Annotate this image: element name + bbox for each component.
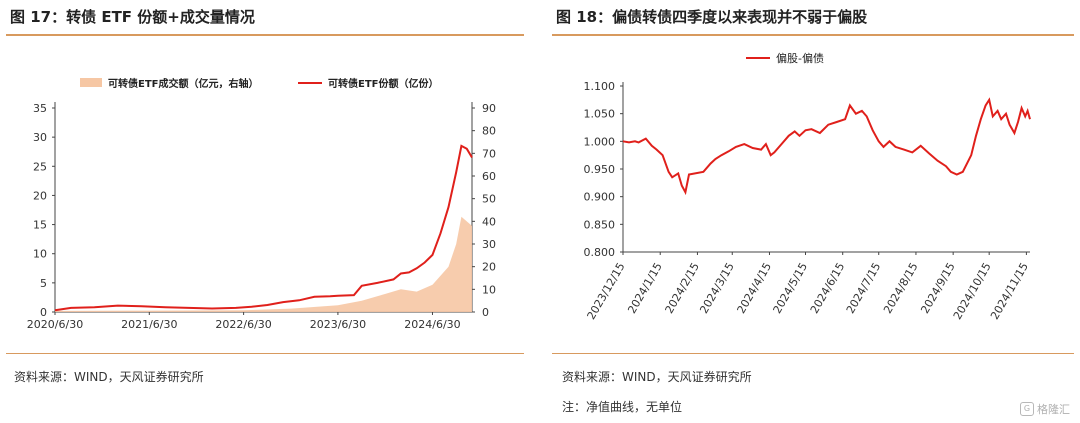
- x-tick-label: 2024/6/30: [404, 318, 460, 331]
- x-tick-label: 2021/6/30: [121, 318, 177, 331]
- x-tick-label: 2024/11/15: [988, 260, 1031, 321]
- y-left-tick-label: 25: [33, 160, 47, 173]
- y-right-tick-label: 50: [482, 193, 496, 206]
- left-chart: 可转债ETF成交额（亿元，右轴） 可转债ETF份额（亿份） 0 5 10 15 20 25 30…: [27, 77, 496, 331]
- x-tick-label: 2023/6/30: [310, 318, 366, 331]
- legend-label-volume: 可转债ETF成交额（亿元，右轴）: [108, 77, 258, 90]
- right-title-rule: [552, 34, 1074, 36]
- x-tick-label: 2024/6/15: [808, 260, 847, 315]
- right-note-text: 注：净值曲线，无单位: [562, 400, 683, 414]
- legend-label-shares: 可转债ETF份额（亿份）: [328, 77, 438, 90]
- x-tick-label: 2022/6/30: [215, 318, 271, 331]
- left-chart-title: 图 17：转债 ETF 份额+成交量情况: [10, 8, 255, 26]
- volume-area-series: [55, 216, 472, 312]
- gelonghui-logo-icon: G: [1020, 402, 1034, 416]
- nav-line-series: [622, 97, 1031, 196]
- y-left-tick-label: 35: [33, 102, 47, 115]
- x-tick-label: 2024/4/15: [735, 260, 774, 315]
- x-tick-label: 2020/6/30: [27, 318, 83, 331]
- y-tick-label: 1.000: [584, 135, 616, 148]
- y-tick-label: 0.950: [584, 163, 616, 176]
- x-tick-label: 2023/12/15: [585, 260, 628, 321]
- left-source-rule: [6, 353, 524, 354]
- y-left-tick-label: 5: [40, 277, 47, 290]
- y-right-tick-label: 60: [482, 170, 496, 183]
- x-tick-label: 2024/2/15: [663, 260, 702, 315]
- y-tick-label: 1.050: [584, 108, 616, 121]
- y-tick-label: 0.800: [584, 246, 616, 259]
- y-right-tick-label: 0: [482, 306, 489, 319]
- y-left-tick-label: 20: [33, 189, 47, 202]
- y-left-tick-label: 15: [33, 219, 47, 232]
- y-tick-label: 0.850: [584, 218, 616, 231]
- y-right-tick-label: 10: [482, 283, 496, 296]
- y-tick-label: 1.100: [584, 80, 616, 93]
- y-left-tick-label: 0: [40, 306, 47, 319]
- x-tick-label: 2024/5/15: [771, 260, 810, 315]
- y-left-tick-label: 30: [33, 131, 47, 144]
- watermark-text: 格隆汇: [1037, 403, 1070, 416]
- shares-line-series: [54, 144, 473, 312]
- right-source-rule: [552, 353, 1074, 354]
- x-tick-label: 2024/10/15: [951, 260, 994, 321]
- legend-swatch-volume: [80, 78, 102, 87]
- watermark: G 格隆汇: [1020, 401, 1070, 417]
- left-source-text: 资料来源：WIND，天风证券研究所: [14, 370, 204, 384]
- y-right-tick-label: 30: [482, 238, 496, 251]
- x-tick-label: 2024/3/15: [697, 260, 736, 315]
- x-tick-label: 2024/1/15: [625, 260, 664, 315]
- y-right-tick-label: 90: [482, 102, 496, 115]
- x-tick-label: 2024/9/15: [918, 260, 957, 315]
- right-chart-title: 图 18：偏债转债四季度以来表现并不弱于偏股: [556, 8, 868, 26]
- y-left-tick-label: 10: [33, 248, 47, 261]
- legend-label-series: 偏股-偏债: [776, 51, 824, 65]
- y-right-tick-label: 40: [482, 215, 496, 228]
- right-chart: 偏股-偏债 0.800 0.850 0.900 0.950 1.000 1.050 1.100…: [584, 51, 1031, 322]
- x-tick-label: 2024/8/15: [881, 260, 920, 315]
- y-right-tick-label: 70: [482, 147, 496, 160]
- y-right-tick-label: 20: [482, 261, 496, 274]
- right-source-text: 资料来源：WIND，天风证券研究所: [562, 370, 752, 384]
- y-right-tick-label: 80: [482, 125, 496, 138]
- left-title-rule: [6, 34, 524, 36]
- x-tick-label: 2024/7/15: [844, 260, 883, 315]
- y-tick-label: 0.900: [584, 191, 616, 204]
